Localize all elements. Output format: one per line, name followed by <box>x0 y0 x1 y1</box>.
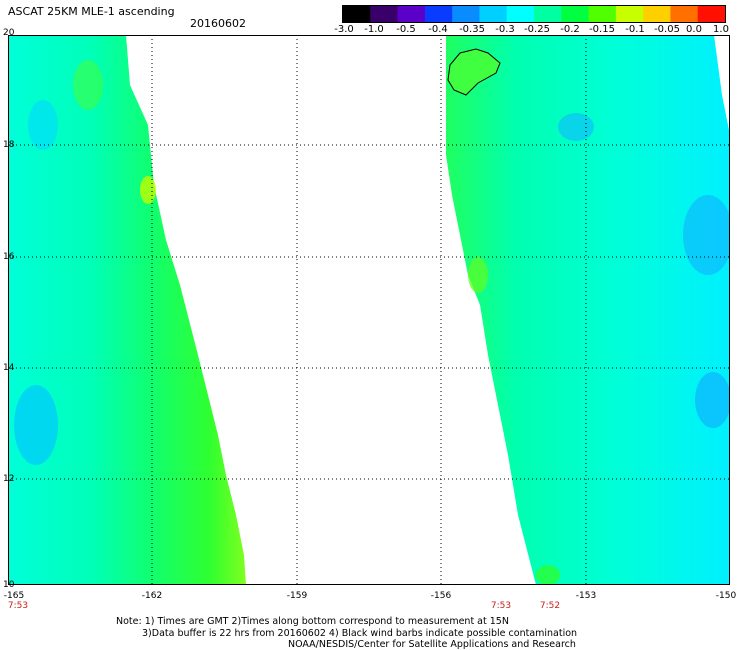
colorbar-label: -0.3 <box>495 24 515 35</box>
lon-label: -159 <box>286 591 308 601</box>
island-outline <box>447 48 501 96</box>
colorbar-segment <box>615 6 644 22</box>
pass-time: 7:53 <box>7 601 29 611</box>
colorbar-label: -0.5 <box>396 24 416 35</box>
colorbar-labels: -3.0 -1.0 -0.5 -0.4 -0.35 -0.3 -0.25 -0.… <box>330 24 740 38</box>
lon-label: -156 <box>430 591 452 601</box>
swath-right <box>446 35 730 585</box>
colorbar-segment <box>506 6 535 22</box>
colorbar-segment <box>697 6 725 22</box>
colorbar-label: -0.4 <box>428 24 448 35</box>
colorbar <box>342 5 726 23</box>
colorbar-label: -1.0 <box>364 24 384 35</box>
colorbar-segment <box>370 6 399 22</box>
lon-label: -165 <box>3 591 25 601</box>
colorbar-segment <box>670 6 699 22</box>
note-line-3: NOAA/NESDIS/Center for Satellite Applica… <box>288 639 576 650</box>
lon-label: -162 <box>141 591 163 601</box>
lat-label: 18 <box>3 140 15 150</box>
colorbar-segment <box>424 6 453 22</box>
colorbar-label: -3.0 <box>334 24 354 35</box>
colorbar-label: 0.0 <box>686 24 702 35</box>
colorbar-label: -0.15 <box>589 24 615 35</box>
lat-label: 10 <box>3 580 15 590</box>
colorbar-label: -0.35 <box>459 24 485 35</box>
colorbar-segment <box>343 6 371 22</box>
colorbar-segment <box>397 6 426 22</box>
swath-left <box>8 35 246 585</box>
date-label: 20160602 <box>190 17 246 30</box>
pass-time: 7:52 <box>539 601 561 611</box>
colorbar-label: -0.05 <box>654 24 680 35</box>
lat-label: 12 <box>3 474 15 484</box>
colorbar-segment <box>561 6 590 22</box>
colorbar-segment <box>643 6 671 22</box>
colorbar-label: 1.0 <box>713 24 729 35</box>
note-line-2: 3)Data buffer is 22 hrs from 20160602 4)… <box>142 628 578 639</box>
colorbar-label: -0.2 <box>560 24 580 35</box>
colorbar-segment <box>479 6 508 22</box>
map-plot-area <box>8 35 730 585</box>
lon-label: -153 <box>575 591 597 601</box>
lat-label: 16 <box>3 252 15 262</box>
colorbar-segment <box>452 6 480 22</box>
colorbar-segment <box>534 6 562 22</box>
colorbar-segment <box>588 6 617 22</box>
lon-label: -150 <box>715 591 737 601</box>
lat-label: 14 <box>3 363 15 373</box>
chart-title: ASCAT 25KM MLE-1 ascending <box>8 5 175 18</box>
colorbar-label: -0.25 <box>524 24 550 35</box>
note-line-1: Note: 1) Times are GMT 2)Times along bot… <box>116 616 509 627</box>
colorbar-label: -0.1 <box>625 24 645 35</box>
pass-time: 7:53 <box>490 601 512 611</box>
lat-label: 20 <box>3 28 15 38</box>
